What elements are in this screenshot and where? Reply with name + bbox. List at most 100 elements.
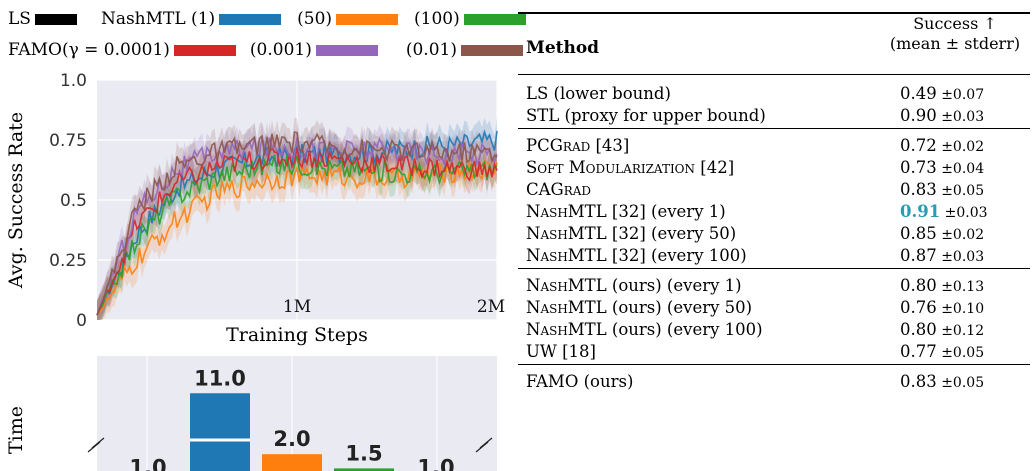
method-name: NashMTL xyxy=(526,275,607,295)
group-rule xyxy=(518,268,1030,269)
stderr-value: ±0.02 xyxy=(936,138,985,155)
bar-3 xyxy=(334,468,394,471)
legend-label: FAMO(γ = 0.0001) xyxy=(8,40,170,60)
stderr-value: ±0.03 xyxy=(936,248,985,265)
header-success-title: Success ↑ xyxy=(913,14,997,33)
mean-value: 0.76 xyxy=(900,297,937,317)
bar-value-label: 11.0 xyxy=(194,366,246,390)
method-suffix: (ours) (every 100) xyxy=(606,319,763,339)
series-line xyxy=(96,131,498,316)
time-bar-chart: 1.0 11.0 2.0 1.5 1.0 Time xyxy=(5,356,497,471)
table-row: STL (proxy for upper bound) 0.90 ±0.03 xyxy=(526,104,1022,126)
table-row: NashMTL (ours) (every 100) 0.80 ±0.12 xyxy=(526,318,1022,340)
method-name: Soft Modularization xyxy=(526,157,696,177)
x-axis-label: Training Steps xyxy=(226,324,368,346)
method-cell: NashMTL (ours) (every 100) xyxy=(526,320,763,339)
method-cell: UW [18] xyxy=(526,341,596,361)
success-cell: 0.76 ±0.10 xyxy=(900,298,1022,317)
series-lines xyxy=(96,129,498,316)
table-row: FAMO (ours) 0.83 ±0.05 xyxy=(526,370,1022,392)
x-tick-labels: 1M 2M xyxy=(283,297,505,317)
bar-2 xyxy=(262,454,322,471)
table-row: CAGrad 0.83 ±0.05 xyxy=(526,178,1022,200)
group-rule xyxy=(518,128,1030,129)
series-line xyxy=(96,146,498,316)
success-cell: 0.73 ±0.04 xyxy=(900,158,1022,177)
method-suffix: [32] (every 1) xyxy=(606,201,726,221)
break-mark xyxy=(475,441,489,453)
mean-value: 0.80 xyxy=(900,319,937,339)
legend-item-famo-0001: FAMO(γ = 0.0001) xyxy=(8,40,236,60)
header-success-subtitle: (mean ± stderr) xyxy=(889,34,1021,53)
table-row: LS (lower bound) 0.49 ±0.07 xyxy=(526,82,1022,104)
stderr-value: ±0.13 xyxy=(936,278,985,295)
success-cell: 0.91 ±0.03 xyxy=(900,202,1022,221)
method-cell: Soft Modularization [42] xyxy=(526,158,734,177)
mean-value: 0.87 xyxy=(900,245,937,265)
y-axis-label: Avg. Success Rate xyxy=(5,112,27,289)
table-row: PCGrad [43] 0.72 ±0.02 xyxy=(526,134,1022,156)
stderr-value: ±0.12 xyxy=(936,322,985,339)
method-name: NashMTL xyxy=(526,319,607,339)
x-tick-label: 1M xyxy=(283,297,311,317)
mean-value: 0.91 xyxy=(900,201,941,221)
method-suffix: [42] xyxy=(695,157,735,177)
success-cell: 0.80 ±0.13 xyxy=(900,276,1022,295)
method-name: PCGrad xyxy=(526,135,591,155)
success-cell: 0.83 ±0.05 xyxy=(900,372,1022,391)
method-name: NashMTL xyxy=(526,297,607,317)
method-cell: NashMTL [32] (every 50) xyxy=(526,224,736,243)
table-row: Soft Modularization [42] 0.73 ±0.04 xyxy=(526,156,1022,178)
table-row: NashMTL [32] (every 1) 0.91 ±0.03 xyxy=(526,200,1022,222)
legend-swatch xyxy=(173,44,236,56)
method-cell: PCGrad [43] xyxy=(526,136,629,155)
mean-value: 0.72 xyxy=(900,135,937,155)
method-suffix: (ours) (every 1) xyxy=(606,275,742,295)
legend-label: (0.001) xyxy=(249,40,312,60)
method-suffix: (ours) (every 50) xyxy=(606,297,753,317)
bar-value-label: 1.5 xyxy=(345,441,382,465)
success-cell: 0.72 ±0.02 xyxy=(900,136,1022,155)
table-row: UW [18] 0.77 ±0.05 xyxy=(526,340,1022,362)
mean-value: 0.77 xyxy=(900,341,937,361)
stderr-value: ±0.02 xyxy=(936,226,985,243)
confidence-band xyxy=(97,117,497,320)
method-cell: NashMTL (ours) (every 1) xyxy=(526,276,742,295)
stderr-value: ±0.03 xyxy=(940,204,988,221)
table-top-rule xyxy=(518,12,1030,14)
legend-row-1: LS NashMTL (1) (50) (100) xyxy=(8,8,536,30)
header-rule xyxy=(518,74,1030,75)
break-mark xyxy=(87,441,101,453)
bar-grid-lines xyxy=(146,356,438,471)
confidence-band xyxy=(97,146,497,320)
mean-value: 0.83 xyxy=(900,179,937,199)
legend-item-famo-001: (0.001) xyxy=(250,40,378,60)
table-row: NashMTL (ours) (every 1) 0.80 ±0.13 xyxy=(526,274,1022,296)
method-suffix: [32] (every 100) xyxy=(606,245,747,265)
stderr-value: ±0.10 xyxy=(936,300,985,317)
mean-value: 0.49 xyxy=(900,83,937,103)
group-rule xyxy=(518,364,1030,365)
x-tick-label: 2M xyxy=(477,297,505,317)
success-cell: 0.85 ±0.02 xyxy=(900,224,1022,243)
mean-value: 0.73 xyxy=(900,157,937,177)
success-rate-line-chart: 0 0.25 0.5 0.75 1.0 1M 2M Avg. Success Rate T… xyxy=(5,71,505,346)
legend-row-2: FAMO(γ = 0.0001) (0.001) (0.01) xyxy=(8,39,533,61)
charts-svg: 0 0.25 0.5 0.75 1.0 1M 2M Avg. Success Rate T… xyxy=(5,71,505,471)
bar-marks xyxy=(190,393,394,471)
legend-label: LS xyxy=(8,9,31,29)
table-row: NashMTL (ours) (every 50) 0.76 ±0.10 xyxy=(526,296,1022,318)
y-tick-label: 0.25 xyxy=(49,251,87,271)
bar-y-axis-label: Time xyxy=(5,406,27,454)
legend-swatch xyxy=(315,44,378,56)
method-cell: STL (proxy for upper bound) xyxy=(526,105,766,125)
mean-value: 0.90 xyxy=(900,105,937,125)
success-cell: 0.90 ±0.03 xyxy=(900,106,1022,125)
legend-item-ls: LS xyxy=(8,9,77,29)
mean-value: 0.80 xyxy=(900,275,937,295)
series-line xyxy=(96,154,498,316)
method-name: NashMTL xyxy=(526,245,607,265)
success-cell: 0.87 ±0.03 xyxy=(900,246,1022,265)
method-cell: NashMTL (ours) (every 50) xyxy=(526,298,752,317)
stderr-value: ±0.03 xyxy=(936,108,985,125)
